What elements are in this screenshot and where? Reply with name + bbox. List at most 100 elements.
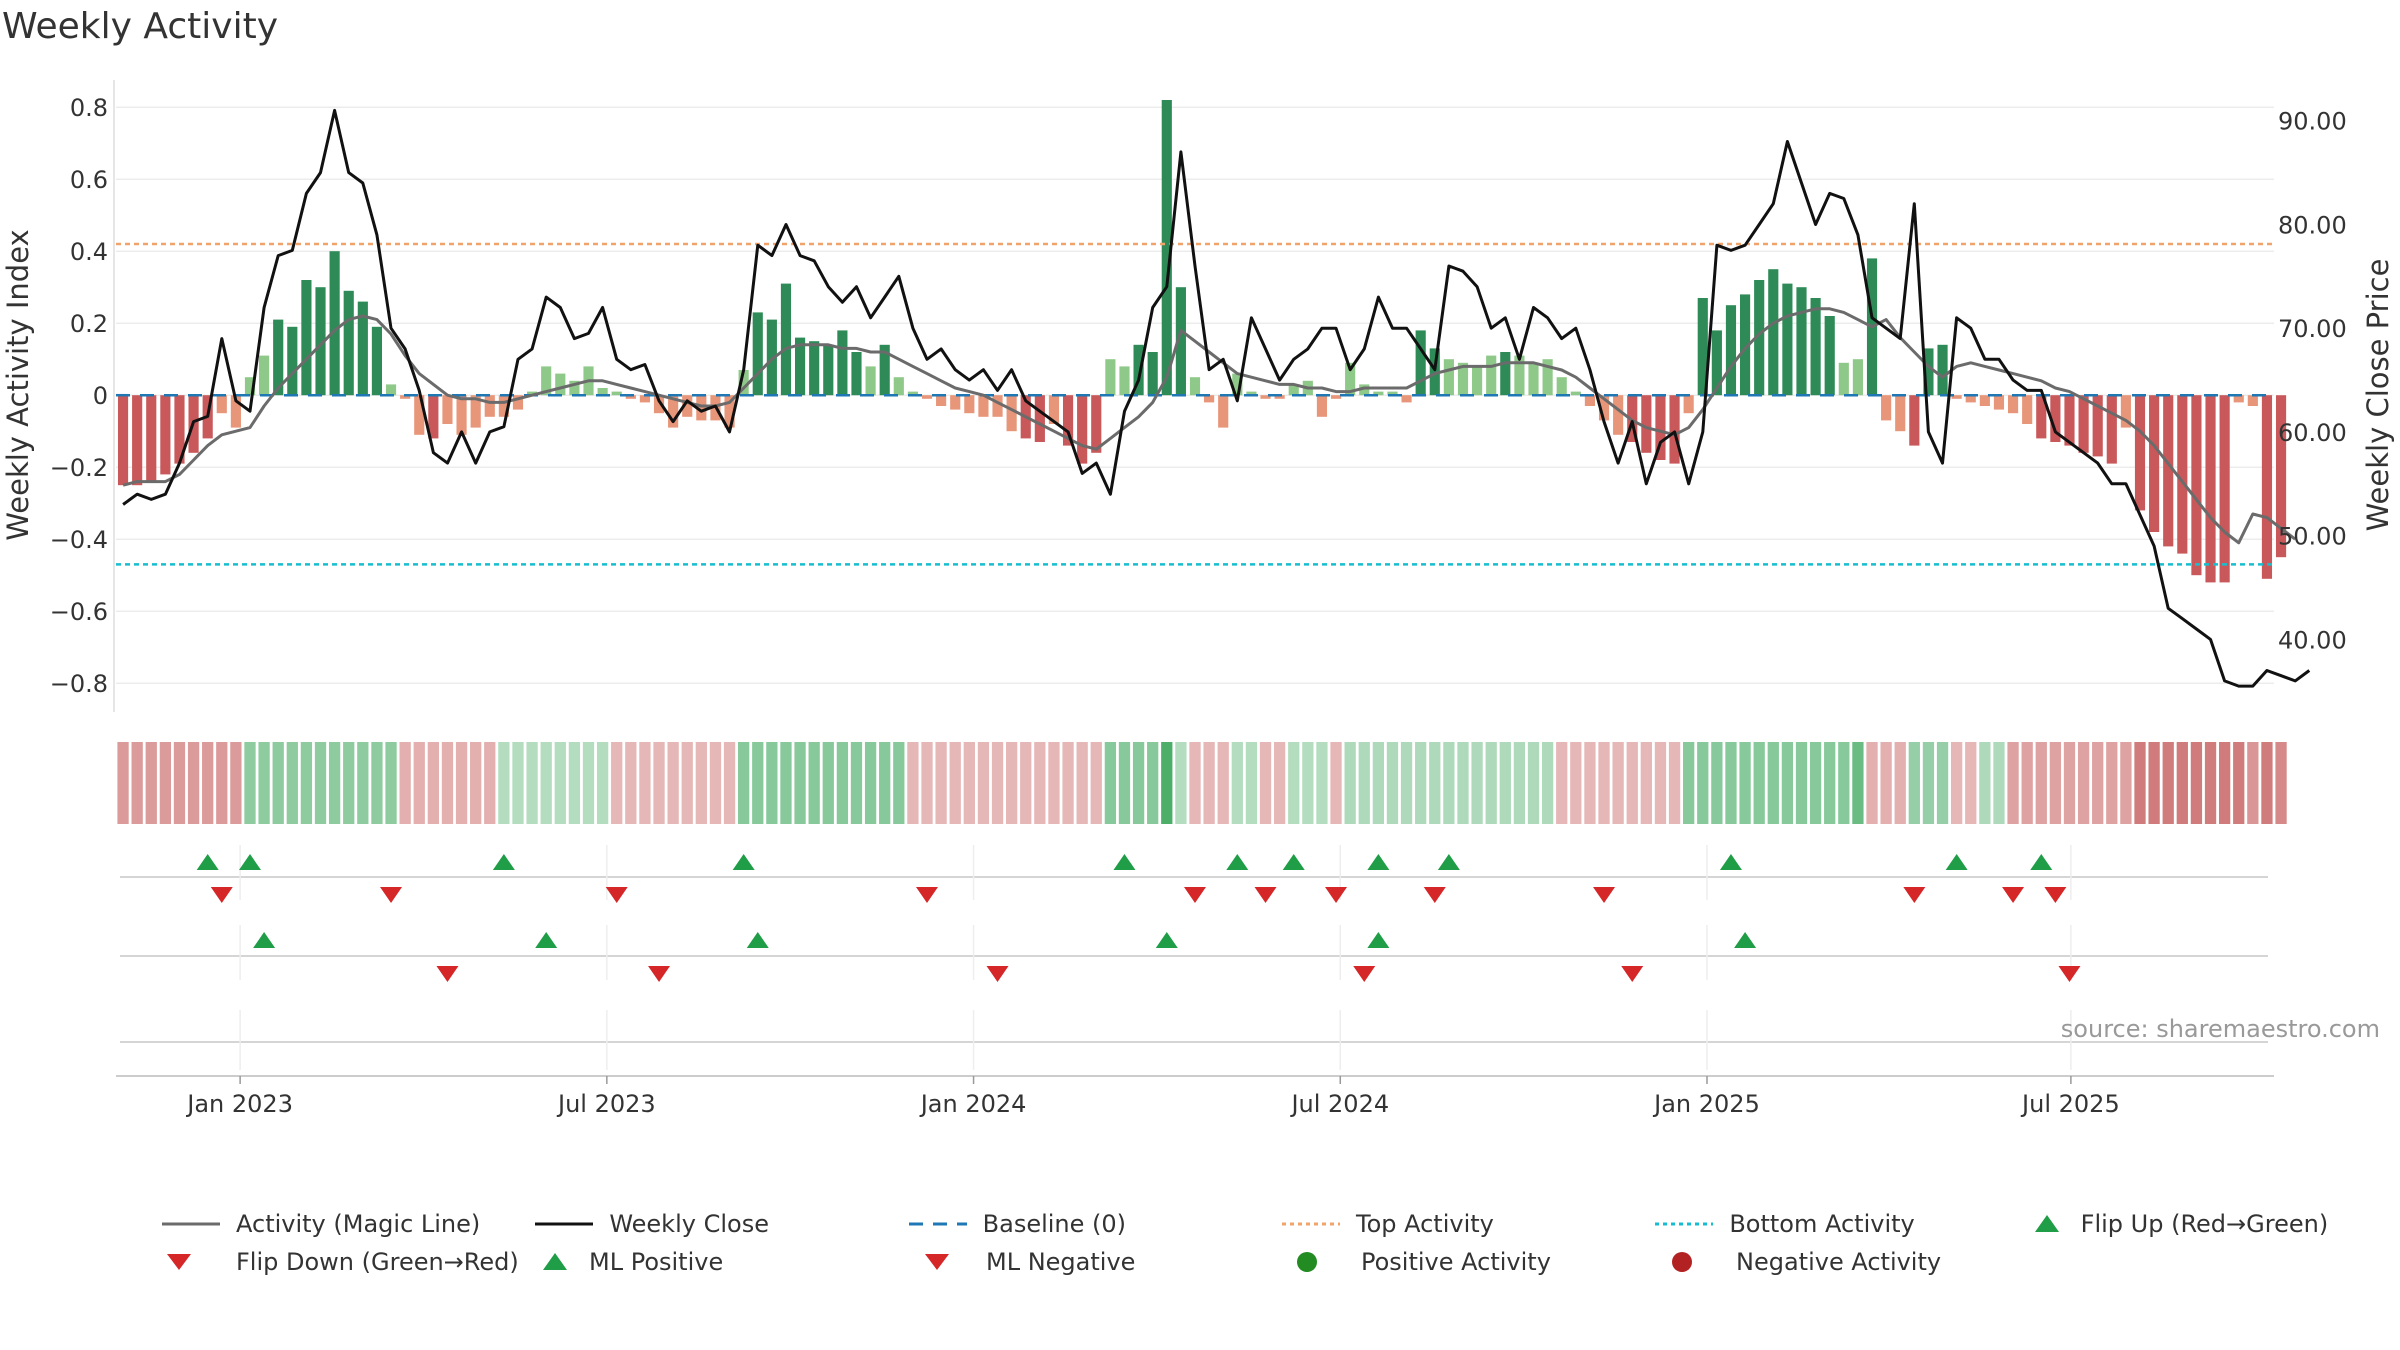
strip-cell	[1457, 742, 1469, 824]
flip-up-marker	[1437, 854, 1460, 870]
activity-bar	[1768, 269, 1779, 396]
activity-bar	[625, 395, 636, 399]
flip-up-marker	[1719, 854, 1742, 870]
strip-cell	[230, 742, 242, 824]
strip-cell	[314, 742, 327, 824]
activity-bar	[978, 395, 989, 417]
right-tick-label: 50.00	[2278, 523, 2347, 551]
activity-bar	[259, 355, 270, 396]
source-credit: source: sharemaestro.com	[2060, 1015, 2380, 1043]
activity-bar	[329, 251, 340, 396]
strip-cell	[455, 742, 468, 824]
x-tick-label: Jan 2024	[919, 1090, 1027, 1118]
strip-cell	[1598, 742, 1610, 824]
flip-down-marker	[1325, 887, 1348, 903]
strip-cell	[1302, 742, 1314, 824]
strip-cell	[1767, 742, 1779, 824]
legend-label: Top Activity	[1355, 1210, 1494, 1238]
activity-bar	[1824, 316, 1835, 396]
activity-bar	[1472, 366, 1483, 396]
activity-bar	[2120, 395, 2131, 428]
strip-cell	[1076, 742, 1088, 824]
flip-down-marker	[1903, 887, 1926, 903]
activity-bar	[146, 395, 157, 482]
activity-bar	[301, 280, 312, 396]
activity-bar	[1810, 298, 1821, 396]
strip-cell	[1894, 742, 1906, 824]
activity-bar	[2191, 395, 2202, 576]
activity-bar	[343, 290, 354, 396]
strip-cell	[1048, 742, 1060, 824]
strip-cell	[244, 742, 256, 824]
legend-row-2: Flip Down (Green→Red) ML Positive ML Neg…	[160, 1243, 2400, 1281]
activity-bar	[1655, 395, 1666, 460]
strip-cell	[1161, 742, 1173, 824]
activity-bar	[2275, 395, 2287, 558]
activity-bar	[1260, 395, 1271, 399]
legend-ml-positive: ML Positive	[535, 1248, 910, 1276]
activity-bar	[1514, 355, 1525, 396]
strip-cell	[286, 742, 298, 824]
activity-bar	[1641, 395, 1652, 453]
strip-cell	[554, 742, 566, 824]
strip-cell	[2218, 742, 2231, 824]
strip-cell	[611, 742, 623, 824]
activity-bar	[2219, 395, 2230, 583]
activity-bar	[1204, 395, 1215, 403]
strip-cell	[1386, 742, 1399, 824]
activity-bar	[682, 395, 693, 417]
activity-bar	[921, 395, 933, 399]
ml-negative-marker	[986, 966, 1009, 982]
activity-bar	[132, 395, 143, 486]
strip-cell	[1485, 742, 1497, 824]
strip-cell	[2007, 742, 2019, 824]
strip-cell	[2162, 742, 2174, 824]
strip-cell	[1739, 742, 1751, 824]
activity-bar	[2205, 395, 2216, 583]
strip-cell	[766, 742, 778, 824]
strip-cell	[1866, 742, 1878, 824]
activity-bar	[1034, 395, 1045, 442]
strip-cell	[1400, 742, 1413, 824]
activity-bar	[2233, 395, 2244, 403]
strip-cell	[1753, 742, 1765, 824]
strip-cell	[512, 742, 524, 824]
activity-bar	[1401, 395, 1412, 403]
activity-bar	[2007, 395, 2019, 414]
dotted-line-swatch-icon	[1655, 1222, 1714, 1226]
activity-bar	[1429, 348, 1440, 396]
flip-up-marker	[1945, 854, 1968, 870]
strip-cell	[1668, 742, 1681, 824]
activity-bar	[400, 395, 411, 399]
strip-cell	[893, 742, 905, 824]
circle-icon	[1297, 1252, 1317, 1272]
x-tick-label: Jul 2024	[1289, 1090, 1389, 1118]
strip-cell	[413, 742, 425, 824]
activity-bar	[1387, 391, 1398, 396]
strip-cell	[1358, 742, 1370, 824]
flip-up-marker	[2030, 854, 2053, 870]
strip-cell	[1443, 742, 1455, 824]
strip-cell	[2092, 742, 2104, 824]
strip-cell	[216, 742, 228, 824]
legend-baseline: Baseline (0)	[907, 1210, 1280, 1238]
flip-down-marker	[1423, 887, 1446, 903]
flip-up-marker	[1113, 854, 1136, 870]
activity-bar	[244, 377, 256, 396]
activity-bar	[1740, 294, 1751, 396]
activity-bar	[385, 384, 397, 396]
flip-up-marker	[732, 854, 755, 870]
triangle-down-icon	[167, 1254, 191, 1270]
dotted-line-swatch-icon	[1281, 1222, 1340, 1226]
activity-bar	[893, 377, 904, 396]
weekly-close-series	[122, 108, 2311, 688]
activity-bar	[2247, 395, 2258, 406]
activity-bar	[1091, 395, 1102, 453]
left-tick-label: −0.2	[50, 454, 108, 482]
activity-bar	[2050, 395, 2061, 442]
strip-cell	[738, 742, 750, 824]
strip-cell	[427, 742, 439, 824]
activity-bar	[1077, 395, 1088, 464]
activity-bar	[1838, 362, 1849, 396]
strip-cell	[1922, 742, 1935, 824]
